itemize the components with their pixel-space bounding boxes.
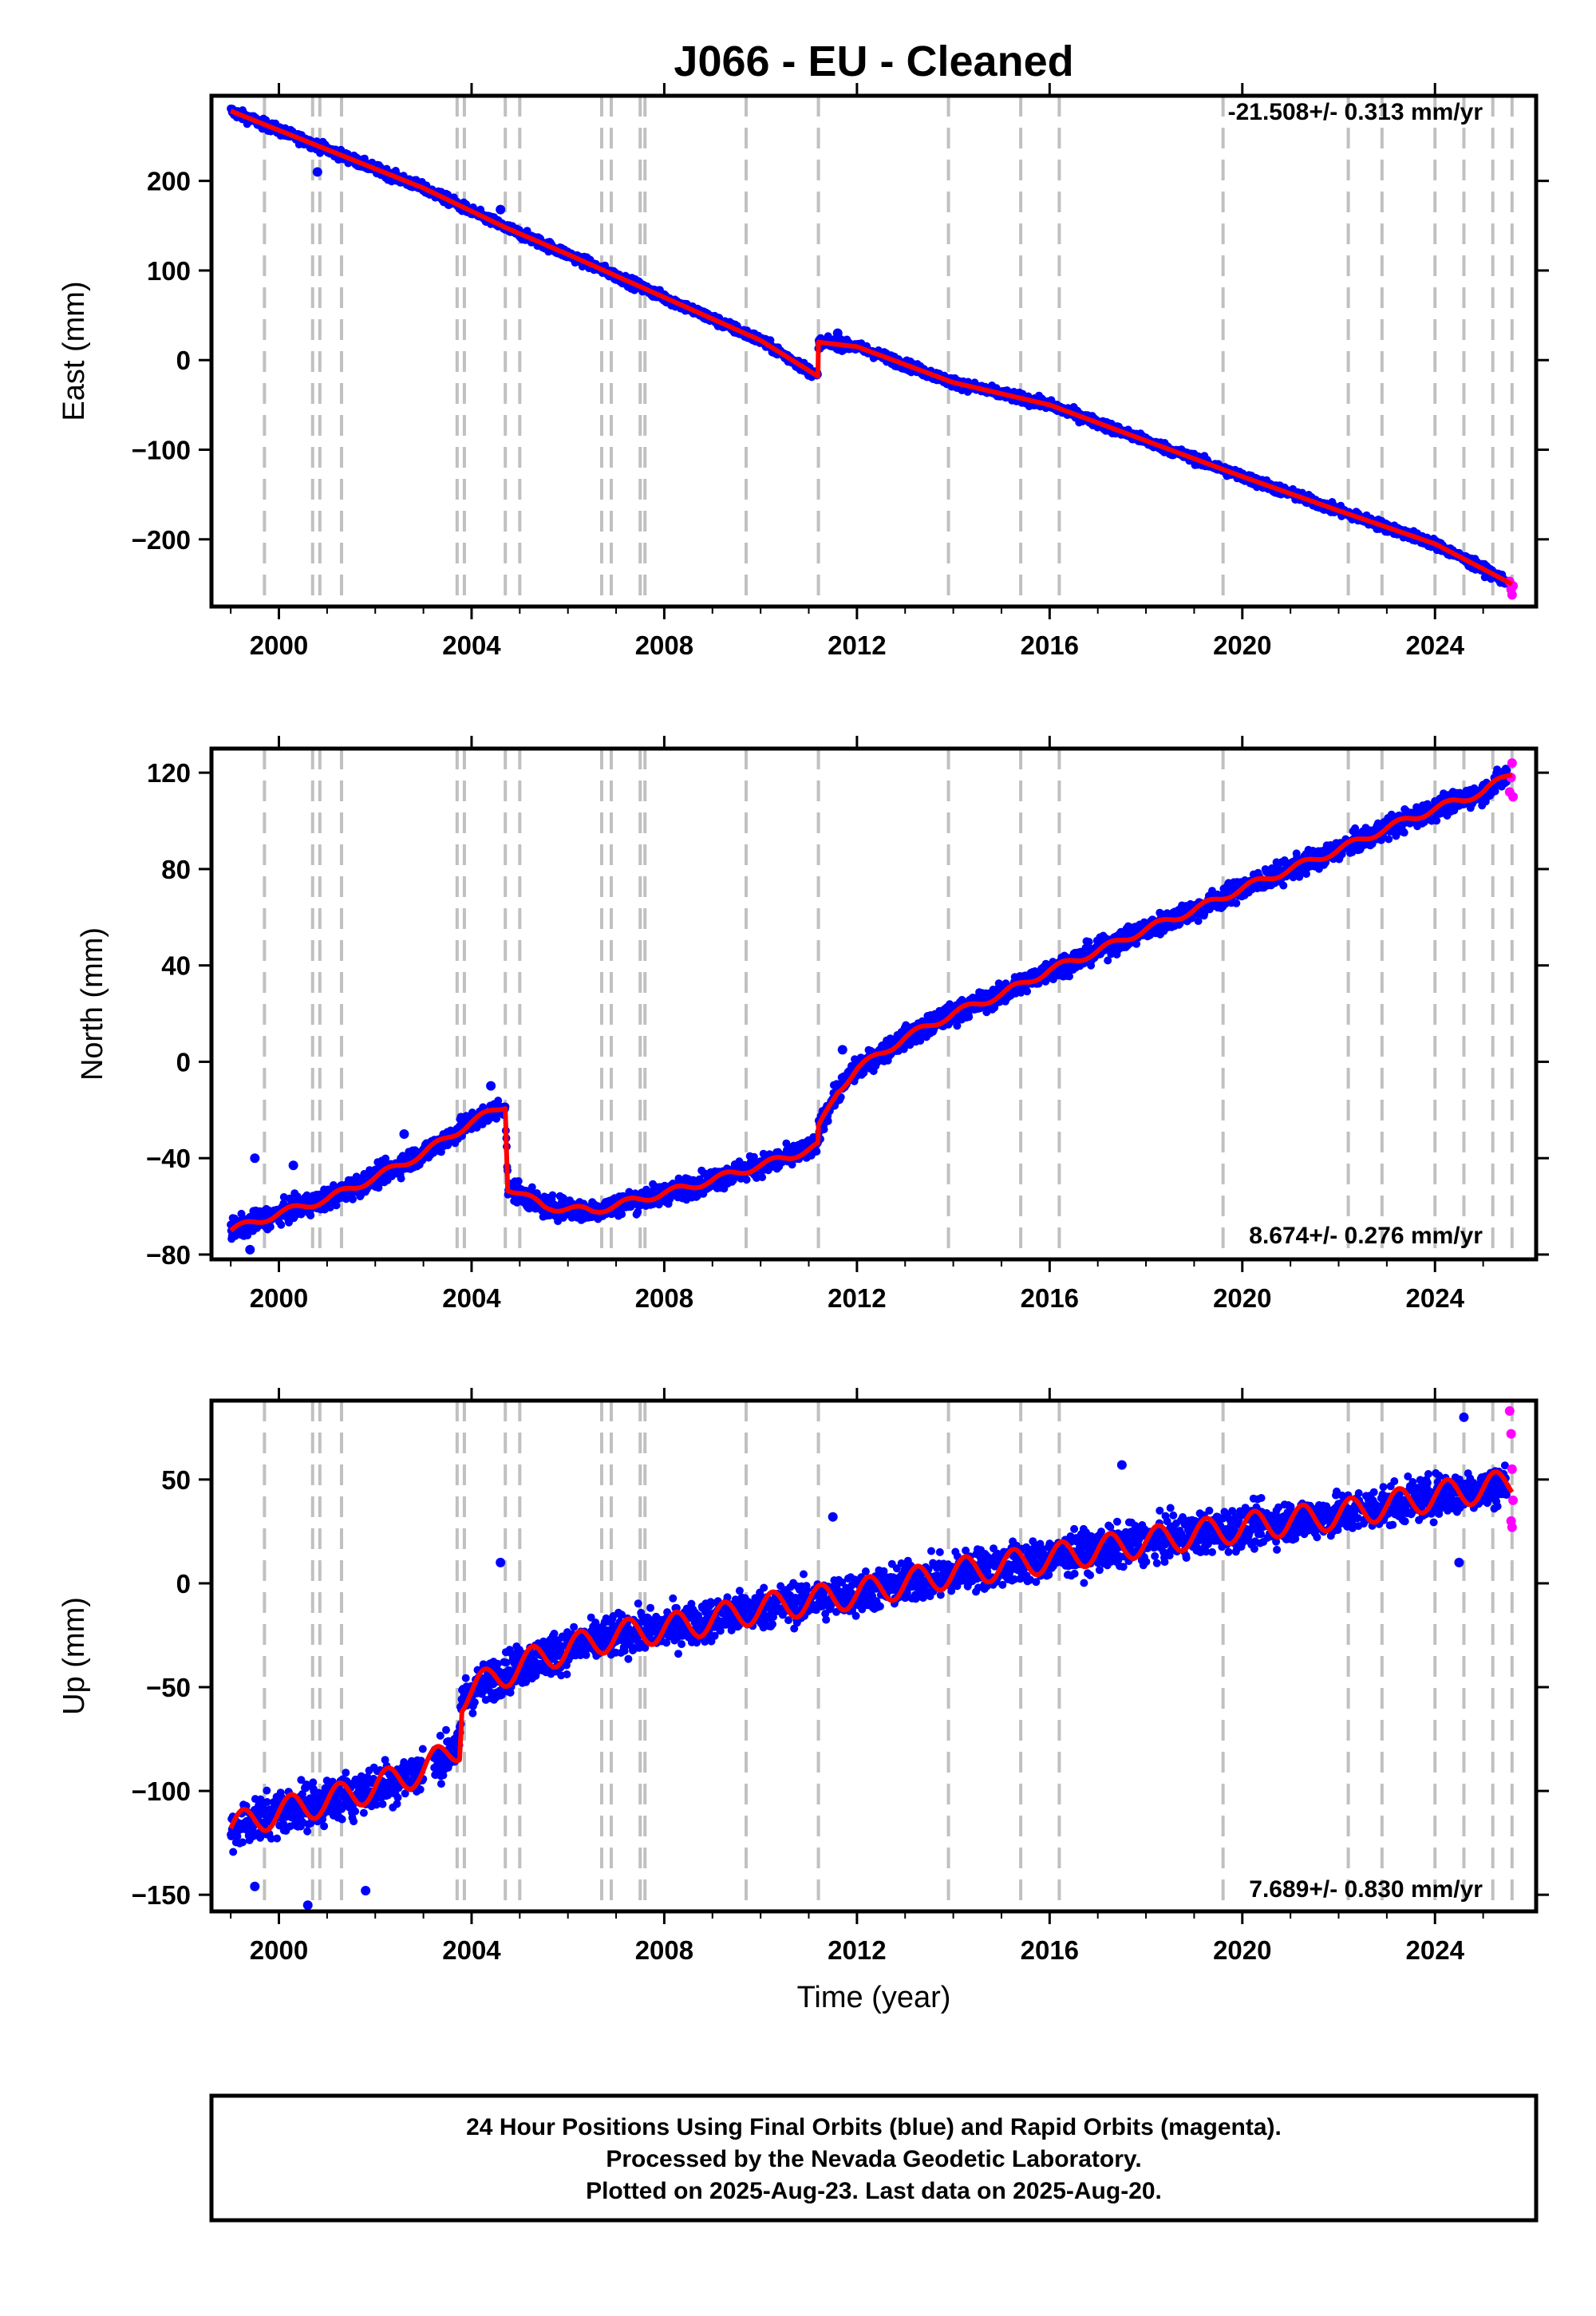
data-point [812,1147,821,1156]
y-tick-label: −100 [132,436,191,465]
data-point [824,1117,832,1125]
data-point [820,1125,828,1134]
x-tick-label: 2016 [1021,630,1079,660]
rapid-point [1507,590,1517,600]
data-point [742,1176,751,1184]
outlier-point [832,328,843,338]
y-tick-label: −200 [132,525,191,555]
east-panel: 2000 2004 2008 2012 2016 2020 2024 −200 −100 0 100… [57,83,1549,660]
x-tick-label: 2000 [250,630,308,660]
x-tick-label: 2004 [442,630,501,660]
data-point [349,1195,357,1203]
y-tick-label: 0 [176,346,191,375]
data-point [277,1220,286,1229]
x-tick-label: 2012 [828,630,886,660]
rate-label: -21.508+/- 0.313 mm/yr [1228,99,1483,125]
x-tick-label: 2024 [1406,630,1465,660]
data-point [266,1223,275,1231]
x-tick-label: 2008 [635,630,693,660]
y-axis-label: East (mm) [57,281,91,421]
final-orbit-points [227,105,1511,588]
data-point [548,1191,557,1199]
y-tick-label: 200 [147,167,191,196]
y-tick-label: 100 [147,256,191,286]
x-tick-label: 2020 [1213,630,1271,660]
data-point [306,1211,315,1219]
data-point [758,1173,767,1182]
north-panel: 2000 2004 2008 2012 2016 2020 2024−80−40040801… [76,736,1549,1313]
final-orbit-points [227,765,1511,1255]
outlier-point [312,167,322,177]
outlier-point [496,204,506,215]
data-point [618,1210,626,1219]
data-point [514,1177,523,1185]
chart-title: J066 - EU - Cleaned [674,38,1073,85]
data-point [397,1174,405,1183]
